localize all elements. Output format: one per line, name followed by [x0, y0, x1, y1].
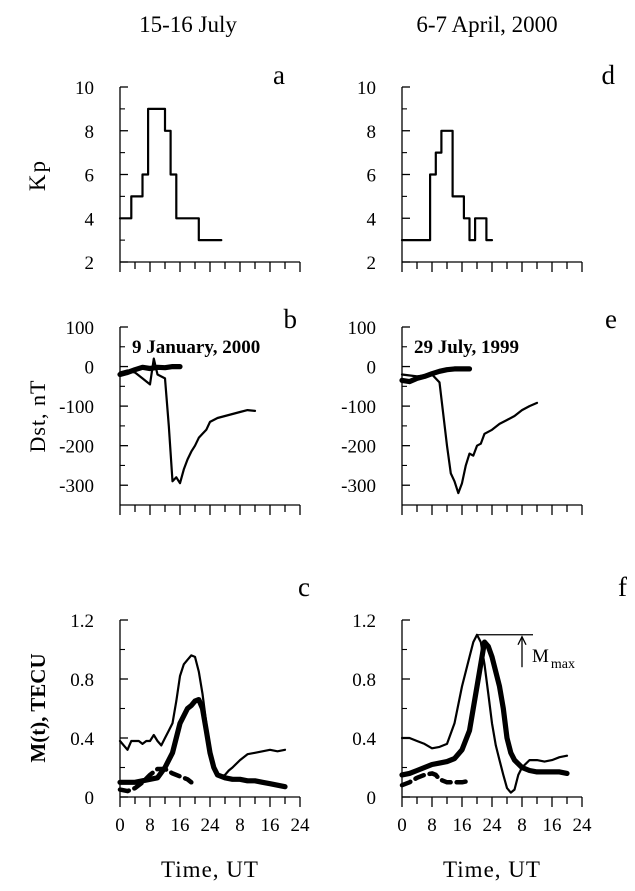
panel-d-ytick-label: 4	[367, 209, 377, 230]
panel-d-ytick-label: 8	[367, 122, 377, 143]
panel-a-ytick-label: 2	[85, 253, 95, 274]
panel-c-xtick-label: 8	[145, 815, 155, 836]
panel-c-xtick-label: 8	[235, 815, 245, 836]
panel-f-series-thin	[400, 633, 569, 794]
panel-e-ytick-label: 0	[367, 358, 377, 379]
panel-f-xtick-label: 8	[427, 815, 437, 836]
dst-ylabel: Dst, nT	[25, 380, 50, 453]
panel-b-letter: b	[284, 304, 298, 334]
panel-c-ytick-label: 0.4	[70, 729, 94, 750]
panel-e-letter: e	[605, 304, 617, 334]
panel-f-xtick-label: 24	[483, 815, 503, 836]
tec-ylabel: M(t), TECU	[26, 653, 50, 762]
panel-a-series-thin	[118, 107, 223, 242]
panel-e-ytick-label: -200	[341, 437, 376, 458]
panel-a-letter: a	[273, 60, 285, 90]
panel-e-series-thin	[400, 373, 539, 495]
panel-c-xtick-label: 24	[201, 815, 221, 836]
panel-b-ytick-label: -100	[59, 397, 94, 418]
panel-b-ytick-label: -200	[59, 437, 94, 458]
panel-e-ytick-label: -100	[341, 397, 376, 418]
panel-f-ytick-label: 0	[367, 788, 377, 809]
panel-d-series-thin	[400, 129, 494, 242]
panel-f-xtick-label: 0	[397, 815, 407, 836]
panel-b-ytick-label: -300	[59, 476, 94, 497]
panel-c-xaxis-label: Time, UT	[161, 857, 259, 882]
panel-a-ytick-label: 6	[85, 166, 95, 187]
panel-c-series-thin	[118, 654, 287, 778]
panel-f-xtick-label: 24	[573, 815, 593, 836]
panel-f-xtick-label: 8	[517, 815, 527, 836]
panel-a-ytick-label: 10	[75, 78, 94, 99]
kp-ylabel: Kp	[25, 159, 50, 191]
panel-c-ytick-label: 1.2	[70, 611, 94, 632]
mmax-arrowhead	[517, 635, 527, 646]
panel-c-xtick-label: 16	[261, 815, 280, 836]
panel-b-annotation: 9 January, 2000	[132, 337, 260, 358]
panel-d-letter: d	[602, 60, 616, 90]
panel-d-ytick-label: 10	[357, 78, 376, 99]
panel-c-xtick-label: 24	[291, 815, 311, 836]
panel-b-ytick-label: 100	[66, 318, 95, 339]
panel-f-ytick-label: 1.2	[352, 611, 376, 632]
panel-c-series-thick	[117, 697, 288, 790]
panel-a-ytick-label: 8	[85, 122, 95, 143]
panel-f-xaxis-label: Time, UT	[443, 857, 541, 882]
panel-e-ytick-label: -300	[341, 476, 376, 497]
panel-f-letter: f	[618, 572, 627, 602]
panel-c-ytick-label: 0.8	[70, 670, 94, 691]
panel-d-ytick-label: 2	[367, 253, 377, 274]
panel-f-series-thick	[399, 639, 570, 778]
panel-f-xtick-label: 16	[453, 815, 472, 836]
panel-c-letter: c	[298, 572, 310, 602]
panel-c-xtick-label: 0	[115, 815, 125, 836]
panel-c-series-dashed	[117, 766, 194, 794]
panel-a-ytick-label: 4	[85, 209, 95, 230]
panel-e-annotation: 29 July, 1999	[414, 337, 519, 358]
panel-f-xtick-label: 16	[543, 815, 562, 836]
panel-b-ytick-label: 0	[85, 358, 95, 379]
panel-f-ytick-label: 0.4	[352, 729, 376, 750]
panel-e-ytick-label: 100	[348, 318, 377, 339]
panel-c-xtick-label: 16	[171, 815, 190, 836]
panel-e-series-thick	[399, 366, 473, 385]
panel-f-ytick-label: 0.8	[352, 670, 376, 691]
panel-d-ytick-label: 6	[367, 166, 377, 187]
panel-b-series-thin	[118, 357, 257, 485]
panel-f-series-dashed	[399, 771, 472, 788]
panel-b-series-thick	[117, 364, 183, 378]
column-title-right: 6-7 April, 2000	[416, 12, 557, 37]
column-title-left: 15-16 July	[139, 12, 237, 37]
panel-c-ytick-label: 0	[85, 788, 95, 809]
mmax-subscript: max	[551, 657, 575, 672]
